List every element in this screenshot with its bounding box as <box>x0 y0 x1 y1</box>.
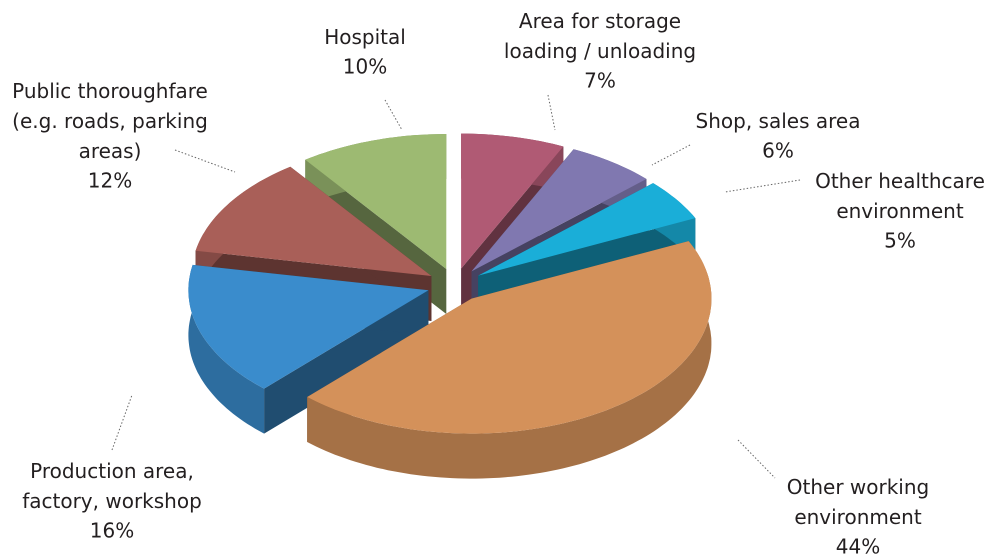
slice <box>461 133 564 269</box>
slice-wall <box>307 241 712 479</box>
value-label: 7% <box>584 69 616 93</box>
value-label: 5% <box>884 229 916 253</box>
leader-line <box>724 179 801 193</box>
leader-line <box>651 144 691 166</box>
slice <box>307 241 712 434</box>
slice <box>188 264 429 389</box>
value-label: 6% <box>762 139 794 163</box>
slice-label: Public thoroughfare (e.g. roads, parking a… <box>12 79 208 163</box>
leader-line <box>384 99 403 131</box>
slice-label: Hospital <box>324 25 406 49</box>
pie <box>188 133 712 479</box>
slice-label: Area for storage loading / unloading <box>504 9 696 63</box>
leader-line <box>111 394 133 451</box>
slice <box>471 149 647 272</box>
leader-line <box>174 149 236 173</box>
slice <box>195 166 432 276</box>
slice-label: Other working environment <box>787 475 929 529</box>
value-label: 16% <box>90 519 134 543</box>
slice <box>478 183 696 276</box>
slice <box>305 134 447 269</box>
value-label: 10% <box>343 55 387 79</box>
leader-line <box>737 439 776 479</box>
leader-line <box>547 94 556 131</box>
value-label: 44% <box>836 535 880 558</box>
slice-label: Shop, sales area <box>696 109 861 133</box>
slice-wall <box>188 264 265 434</box>
value-label: 12% <box>88 169 132 193</box>
slice-label: Production area, factory, workshop <box>22 459 202 513</box>
slice-label: Other healthcare environment <box>815 169 985 223</box>
labels: Area for storage loading / unloading 7% Sho… <box>12 9 985 558</box>
